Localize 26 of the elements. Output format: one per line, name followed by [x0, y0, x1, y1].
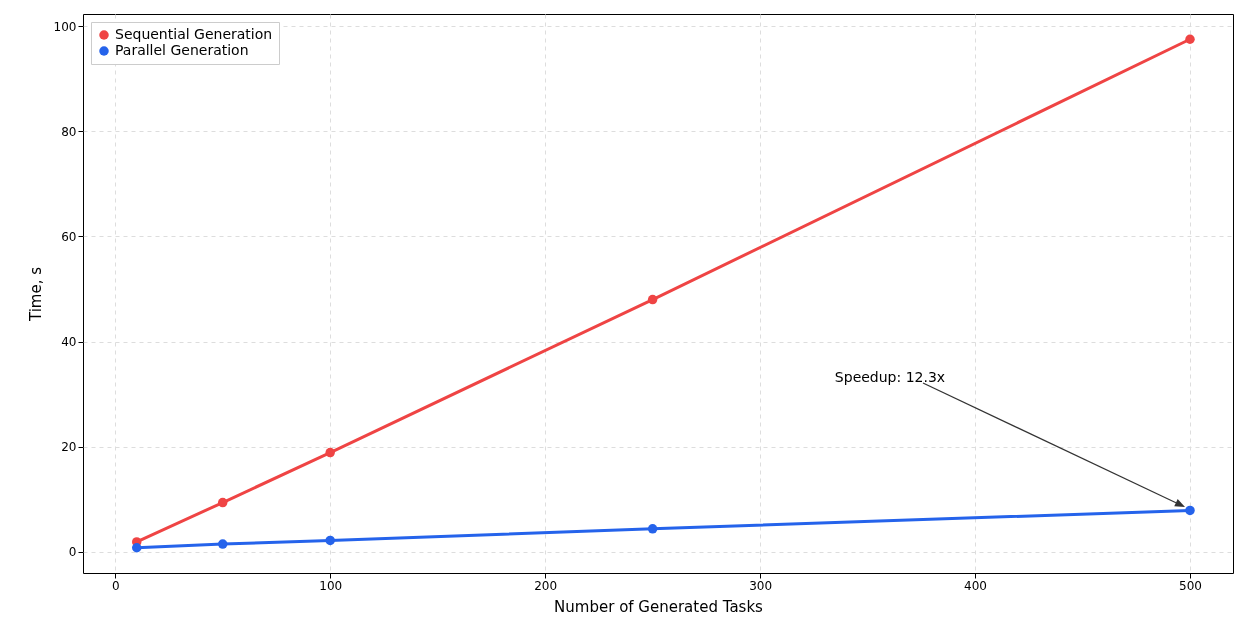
y-axis-title: Time, s — [26, 266, 45, 323]
x-tick-label: 300 — [749, 578, 773, 593]
point — [1185, 34, 1195, 44]
y-tick-label: 80 — [61, 124, 77, 139]
legend-label: Sequential Generation — [115, 26, 273, 42]
x-tick-label: 500 — [1179, 578, 1202, 593]
y-tick-label: 20 — [61, 440, 77, 455]
y-tick-label: 0 — [68, 545, 77, 560]
x-tick-label: 100 — [319, 578, 343, 593]
point — [325, 447, 335, 458]
y-tick-label: 100 — [53, 19, 77, 34]
x-axis-title: Number of Generated Tasks — [554, 597, 764, 616]
x-tick-label: 0 — [111, 578, 120, 593]
x-tick-label: 200 — [534, 578, 558, 593]
point — [325, 535, 335, 546]
annotation: Speedup: 12.3x — [834, 369, 946, 385]
point — [217, 539, 228, 549]
y-tick-label: 40 — [61, 335, 77, 350]
point — [217, 497, 228, 508]
point — [647, 524, 658, 534]
point — [647, 294, 658, 305]
x-tick-label: 400 — [964, 578, 988, 593]
point — [1185, 505, 1195, 516]
y-tick-label: 60 — [61, 229, 77, 244]
point — [132, 543, 142, 553]
legend-label: Parallel Generation — [115, 42, 249, 58]
